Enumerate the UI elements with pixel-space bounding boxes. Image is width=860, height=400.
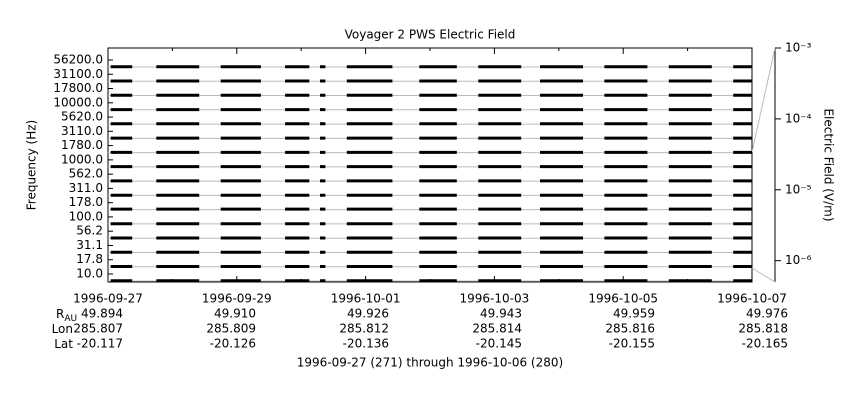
y-tick-label: 31.1 [76, 238, 103, 252]
connector [751, 47, 776, 153]
x-tick-label: 1996-10-03 [460, 292, 530, 306]
y-tick-label: 31100.0 [53, 67, 103, 81]
y-tick-label: 56.2 [76, 224, 103, 238]
ephemeris-value: 285.818 [738, 322, 788, 336]
y2-tick-label: 10⁻³ [785, 41, 812, 55]
ephemeris-value: -20.117 [77, 337, 123, 351]
ephemeris-label: RAU [56, 307, 77, 324]
ephemeris-value: 49.894 [81, 307, 123, 321]
ephemeris-value: 285.812 [339, 322, 389, 336]
y-tick-label: 100.0 [69, 209, 103, 223]
ephemeris-value: 49.926 [347, 307, 389, 321]
ephemeris-value: -20.165 [742, 337, 788, 351]
y-tick-label: 17.8 [76, 252, 103, 266]
ephemeris-label: Lon [52, 322, 73, 336]
ephemeris-value: 285.816 [605, 322, 655, 336]
y-tick-label: 3110.0 [61, 124, 103, 138]
ephemeris-value: -20.145 [476, 337, 522, 351]
y-tick-label: 562.0 [69, 167, 103, 181]
connector [751, 267, 776, 283]
y-tick-label: 56200.0 [53, 53, 103, 67]
ephemeris-label-sub: AU [64, 314, 77, 324]
y-tick-label: 1000.0 [61, 152, 103, 166]
y2-tick-label: 10⁻⁴ [785, 111, 812, 125]
y-tick-label: 311.0 [69, 181, 103, 195]
ephemeris-value: 285.807 [73, 322, 123, 336]
x-tick-label: 1996-10-05 [588, 292, 658, 306]
y-tick-label: 178.0 [69, 195, 103, 209]
y-tick-label: 17800.0 [53, 81, 103, 95]
footer: 1996-09-27 (271) through 1996-10-06 (280… [297, 356, 563, 370]
x-tick-label: 1996-10-07 [717, 292, 787, 306]
ephemeris-label-text: Lon [52, 322, 73, 336]
ephemeris-value: 285.809 [206, 322, 256, 336]
ephemeris-value: -20.136 [343, 337, 389, 351]
y-tick-label: 1780.0 [61, 138, 103, 152]
y2-tick-label: 10⁻⁵ [785, 182, 812, 196]
ephemeris-label-text: Lat [54, 337, 73, 351]
ephemeris-value: -20.126 [210, 337, 256, 351]
ephemeris-value: -20.155 [609, 337, 655, 351]
y-axis-label: Frequency (Hz) [25, 120, 39, 211]
y-tick-label: 10000.0 [53, 95, 103, 109]
ephemeris-value: 49.943 [480, 307, 522, 321]
y2-axis-label: Electric Field (V/m) [822, 108, 836, 221]
ephemeris-value: 49.959 [613, 307, 655, 321]
x-tick-label: 1996-09-27 [73, 292, 143, 306]
y-tick-label: 5620.0 [61, 110, 103, 124]
ephemeris-value: 49.976 [746, 307, 788, 321]
ephemeris-value: 285.814 [472, 322, 522, 336]
x-tick-label: 1996-09-29 [202, 292, 272, 306]
ephemeris-label-text: R [56, 307, 64, 321]
y-tick-label: 10.0 [76, 267, 103, 281]
x-tick-label: 1996-10-01 [331, 292, 401, 306]
ephemeris-value: 49.910 [214, 307, 256, 321]
ephemeris-label: Lat [54, 337, 73, 351]
chart-title: Voyager 2 PWS Electric Field [345, 28, 516, 42]
y2-tick-label: 10⁻⁶ [785, 253, 812, 267]
